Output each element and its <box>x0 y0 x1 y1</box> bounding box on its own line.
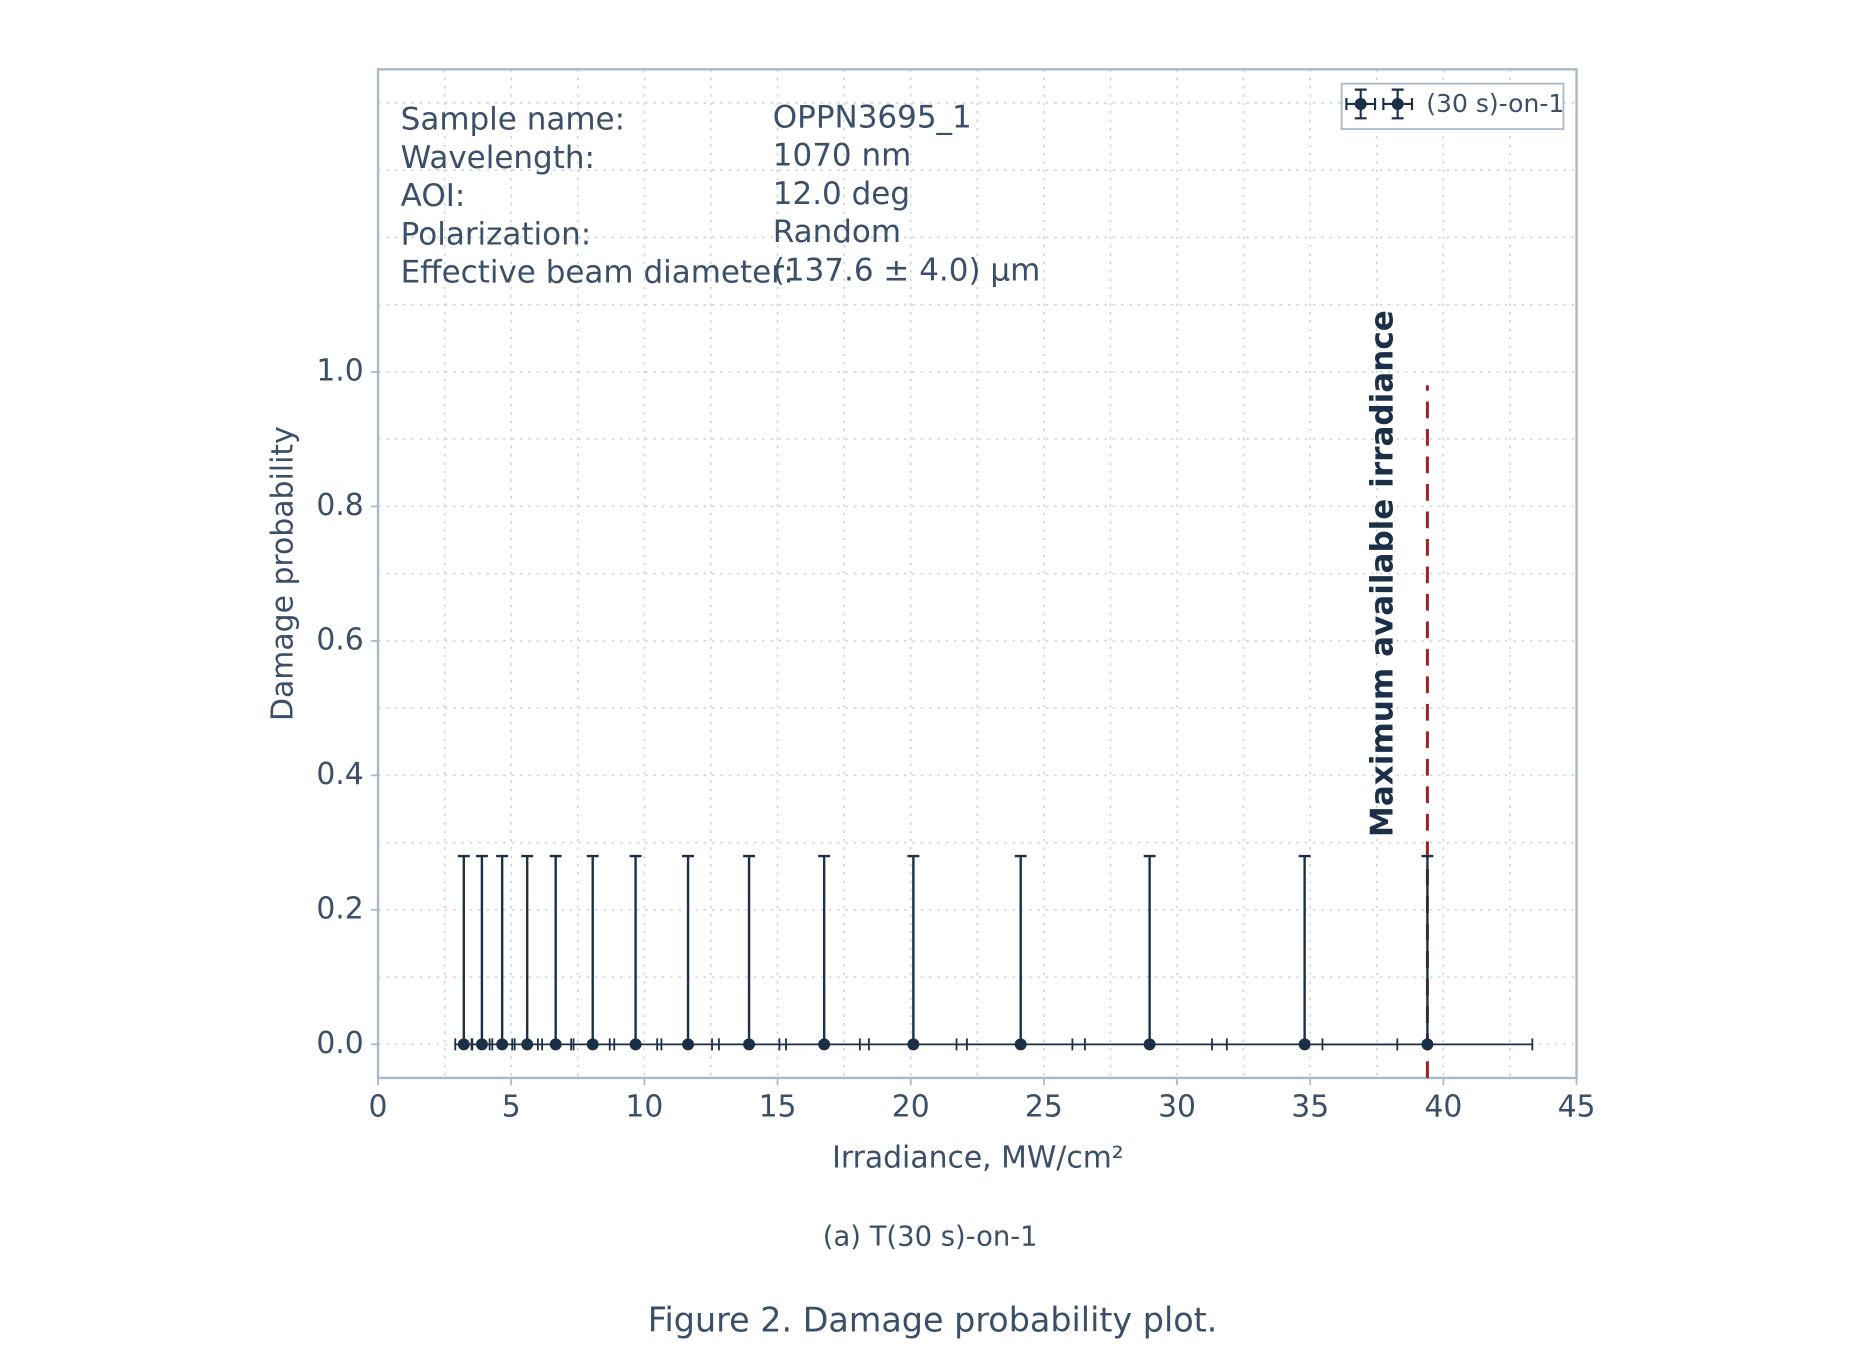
info-value: OPPN3695_1 <box>773 99 972 135</box>
x-tick-label: 15 <box>759 1089 797 1124</box>
info-label: Sample name: <box>401 102 625 138</box>
x-tick-label: 30 <box>1158 1089 1196 1124</box>
data-point <box>743 1038 756 1051</box>
x-tick-label: 10 <box>625 1089 663 1124</box>
info-value: (137.6 ± 4.0) μm <box>773 252 1041 288</box>
data-point <box>629 1038 642 1051</box>
y-error-bar <box>475 854 488 1045</box>
info-label: Polarization: <box>401 216 592 252</box>
y-error-bar <box>521 854 534 1045</box>
data-point <box>818 1038 831 1051</box>
info-label: AOI: <box>401 178 466 214</box>
y-error-bar <box>629 854 642 1045</box>
y-error-bar <box>549 854 562 1045</box>
info-value: 12.0 deg <box>773 176 910 212</box>
x-tick-label: 20 <box>892 1089 930 1124</box>
y-error-bar <box>907 854 920 1045</box>
info-value: 1070 nm <box>773 138 912 174</box>
y-error-bar <box>586 854 599 1045</box>
data-point <box>1421 1038 1434 1051</box>
data-point <box>521 1038 534 1051</box>
info-label: Effective beam diameter: <box>401 255 794 291</box>
x-axis-label: Irradiance, MW/cm² <box>832 1141 1124 1176</box>
info-value: Random <box>773 214 901 250</box>
data-point <box>475 1038 488 1051</box>
legend-marker <box>1391 97 1404 110</box>
legend-label: (30 s)-on-1 <box>1426 89 1564 118</box>
y-error-bar <box>1014 854 1027 1045</box>
x-tick-label: 0 <box>369 1089 388 1124</box>
legend-marker <box>1354 97 1367 110</box>
x-tick-label: 5 <box>502 1089 521 1124</box>
y-error-bar <box>1421 854 1434 1045</box>
x-tick-label: 35 <box>1291 1089 1329 1124</box>
info-label: Wavelength: <box>401 140 595 176</box>
data-point <box>457 1038 470 1051</box>
data-point <box>496 1038 509 1051</box>
data-point <box>1143 1038 1156 1051</box>
y-error-bar <box>496 854 509 1045</box>
data-point <box>586 1038 599 1051</box>
y-tick-label: 0.4 <box>316 757 363 792</box>
y-tick-label: 1.0 <box>316 353 363 388</box>
data-point <box>549 1038 562 1051</box>
legend-box <box>1340 82 1565 130</box>
y-error-bar <box>818 854 831 1045</box>
y-error-bar <box>743 854 756 1045</box>
max-irradiance-label: Maximum available irradiance <box>1364 310 1400 837</box>
y-error-bar <box>1298 854 1311 1045</box>
y-axis-label: Damage probability <box>265 426 300 721</box>
y-error-bar <box>457 854 470 1045</box>
caption: Figure 2. Damage probability plot. <box>648 1300 1218 1339</box>
data-point <box>907 1038 920 1051</box>
y-tick-label: 0.8 <box>316 488 363 523</box>
subcaption: (a) T(30 s)-on-1 <box>823 1222 1038 1253</box>
y-tick-label: 0.6 <box>316 622 363 657</box>
y-tick-label: 0.0 <box>316 1026 363 1061</box>
x-tick-label: 25 <box>1025 1089 1063 1124</box>
x-tick-label: 45 <box>1558 1089 1596 1124</box>
x-tick-label: 40 <box>1424 1089 1462 1124</box>
data-point <box>682 1038 695 1051</box>
y-error-bar <box>1143 854 1156 1045</box>
y-error-bar <box>682 854 695 1045</box>
data-point <box>1014 1038 1027 1051</box>
plot-frame <box>376 68 1578 1080</box>
data-point <box>1298 1038 1311 1051</box>
y-tick-label: 0.2 <box>316 891 363 926</box>
